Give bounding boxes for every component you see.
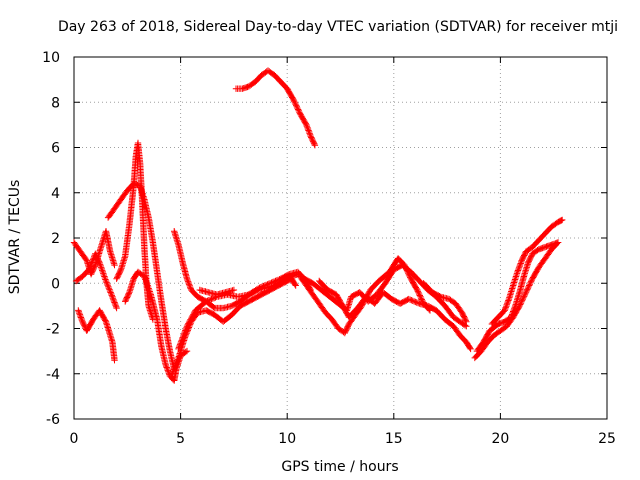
series-trace-g bbox=[171, 228, 302, 312]
data-markers bbox=[70, 67, 566, 384]
gridlines bbox=[74, 57, 607, 419]
series-trace-n bbox=[316, 277, 474, 353]
x-tick-label: 20 bbox=[491, 431, 509, 447]
series-trace-o bbox=[420, 280, 470, 325]
y-tick-label: -6 bbox=[46, 412, 60, 428]
y-tick-label: 10 bbox=[42, 50, 60, 66]
marker-trace bbox=[316, 277, 474, 353]
x-tick-label: 15 bbox=[385, 431, 403, 447]
marker-trace bbox=[196, 286, 238, 298]
series-trace-r bbox=[488, 216, 566, 328]
y-tick-label: 0 bbox=[51, 276, 60, 292]
x-tick-label: 25 bbox=[598, 431, 616, 447]
marker-trace bbox=[420, 280, 470, 325]
series-trace-q bbox=[473, 239, 562, 355]
x-axis-label: GPS time / hours bbox=[281, 459, 398, 475]
marker-trace bbox=[75, 307, 118, 364]
series-trace-j bbox=[196, 286, 238, 298]
series-trace-p bbox=[471, 239, 562, 362]
y-axis-label: SDTVAR / TECUs bbox=[7, 180, 23, 295]
marker-trace bbox=[72, 250, 120, 312]
series-trace-b bbox=[72, 250, 120, 312]
marker-trace bbox=[471, 239, 562, 362]
y-tick-label: 2 bbox=[51, 231, 60, 247]
y-tick-label: 4 bbox=[51, 186, 60, 202]
y-tick-label: 6 bbox=[51, 141, 60, 157]
axis-ticks: 0 5 10 15 20 25 -6 -4 -2 0 2 4 6 8 10 bbox=[42, 50, 616, 447]
y-tick-label: -2 bbox=[46, 322, 60, 338]
marker-trace bbox=[171, 228, 302, 312]
marker-trace bbox=[232, 67, 319, 149]
y-tick-label: 8 bbox=[51, 95, 60, 111]
series-trace-c bbox=[75, 307, 118, 364]
x-tick-label: 0 bbox=[70, 431, 79, 447]
series-trace-k bbox=[232, 67, 319, 149]
x-tick-label: 10 bbox=[278, 431, 296, 447]
chart-title: Day 263 of 2018, Sidereal Day-to-day VTE… bbox=[58, 19, 618, 35]
marker-trace bbox=[473, 239, 562, 355]
marker-trace bbox=[488, 216, 566, 328]
x-tick-label: 5 bbox=[176, 431, 185, 447]
y-tick-label: -4 bbox=[46, 367, 60, 383]
